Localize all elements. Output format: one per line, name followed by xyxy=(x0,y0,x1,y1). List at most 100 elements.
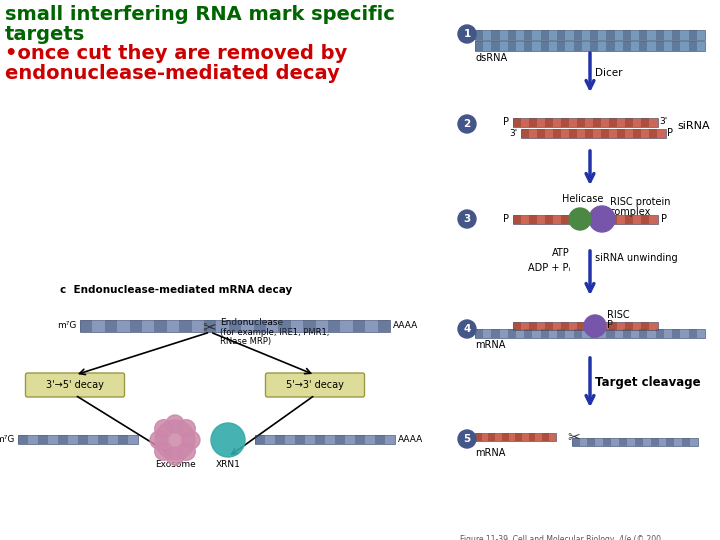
Bar xyxy=(204,320,217,332)
Bar xyxy=(524,329,533,338)
Bar xyxy=(130,320,142,332)
Bar xyxy=(617,129,625,138)
Circle shape xyxy=(584,315,606,337)
Bar xyxy=(353,320,365,332)
Bar xyxy=(557,41,565,51)
Bar xyxy=(561,118,569,127)
Text: ATP: ATP xyxy=(552,248,570,258)
Bar xyxy=(255,435,395,444)
Bar xyxy=(561,215,569,224)
Text: 5'→3' decay: 5'→3' decay xyxy=(286,380,344,390)
Bar xyxy=(574,41,582,51)
Text: P: P xyxy=(503,117,510,127)
Text: 5: 5 xyxy=(464,434,471,444)
Bar xyxy=(561,322,569,330)
Text: dsRNA: dsRNA xyxy=(475,53,507,63)
Bar xyxy=(295,435,305,444)
Text: mRNA: mRNA xyxy=(475,340,505,350)
Bar xyxy=(625,322,634,330)
Text: small interfering RNA mark specific: small interfering RNA mark specific xyxy=(5,5,395,24)
Bar xyxy=(557,30,565,40)
Bar xyxy=(513,215,657,224)
Bar xyxy=(623,30,631,40)
Bar xyxy=(574,30,582,40)
Bar xyxy=(303,320,315,332)
Circle shape xyxy=(458,115,476,133)
Bar xyxy=(656,30,664,40)
Bar xyxy=(475,41,705,51)
Bar xyxy=(656,329,664,338)
Text: Helicase: Helicase xyxy=(562,194,603,204)
Text: AAAA: AAAA xyxy=(393,321,418,330)
Bar xyxy=(639,30,647,40)
Bar xyxy=(572,438,580,446)
Bar xyxy=(609,118,617,127)
Bar xyxy=(513,215,521,224)
Bar xyxy=(524,41,533,51)
Bar xyxy=(475,30,705,40)
Text: ✂: ✂ xyxy=(202,318,216,336)
Text: P: P xyxy=(503,214,510,224)
Bar xyxy=(513,322,521,330)
Bar xyxy=(229,320,241,332)
Bar xyxy=(508,329,516,338)
Bar xyxy=(572,438,698,446)
Bar xyxy=(623,41,631,51)
Text: 2: 2 xyxy=(464,119,471,129)
Text: P: P xyxy=(607,320,613,330)
Bar xyxy=(667,438,675,446)
Circle shape xyxy=(150,431,168,449)
Bar xyxy=(528,118,536,127)
Text: 3'→5' decay: 3'→5' decay xyxy=(46,380,104,390)
Text: 3': 3' xyxy=(660,118,667,126)
Text: mRNA: mRNA xyxy=(475,448,505,458)
Bar xyxy=(545,118,553,127)
Text: siRNA unwinding: siRNA unwinding xyxy=(595,253,678,263)
Bar xyxy=(672,30,680,40)
Bar xyxy=(521,129,665,138)
Bar xyxy=(553,129,561,138)
Bar xyxy=(642,322,649,330)
Bar xyxy=(105,320,117,332)
Bar xyxy=(588,438,595,446)
Bar xyxy=(593,322,601,330)
Bar xyxy=(98,435,108,444)
Text: endonuclease-mediated decay: endonuclease-mediated decay xyxy=(5,64,340,83)
Bar xyxy=(536,129,544,138)
Text: RISC protein: RISC protein xyxy=(610,197,670,207)
Bar xyxy=(606,41,615,51)
Circle shape xyxy=(155,420,195,460)
Bar xyxy=(619,438,627,446)
Text: siRNA: siRNA xyxy=(678,121,710,131)
Circle shape xyxy=(458,320,476,338)
Bar xyxy=(508,30,516,40)
Circle shape xyxy=(589,206,615,232)
Bar xyxy=(623,329,631,338)
Bar xyxy=(78,435,88,444)
FancyBboxPatch shape xyxy=(266,373,364,397)
Text: m⁷G: m⁷G xyxy=(57,321,76,330)
Bar xyxy=(118,435,128,444)
Bar xyxy=(528,322,536,330)
Text: P: P xyxy=(667,128,673,138)
Circle shape xyxy=(166,447,184,465)
Bar xyxy=(593,215,601,224)
Circle shape xyxy=(155,442,173,460)
Bar xyxy=(639,41,647,51)
Circle shape xyxy=(458,210,476,228)
Bar xyxy=(375,435,385,444)
Bar xyxy=(58,435,68,444)
Bar xyxy=(513,322,657,330)
Bar xyxy=(255,435,265,444)
Circle shape xyxy=(211,423,245,457)
Bar xyxy=(585,129,593,138)
Bar xyxy=(545,322,553,330)
Bar xyxy=(541,30,549,40)
Text: Target cleavage: Target cleavage xyxy=(595,376,701,389)
Bar xyxy=(18,435,138,444)
Text: RISC: RISC xyxy=(607,310,629,320)
Text: targets: targets xyxy=(5,25,85,44)
Text: complex: complex xyxy=(610,207,652,217)
Text: 4: 4 xyxy=(463,324,471,334)
Bar xyxy=(642,215,649,224)
